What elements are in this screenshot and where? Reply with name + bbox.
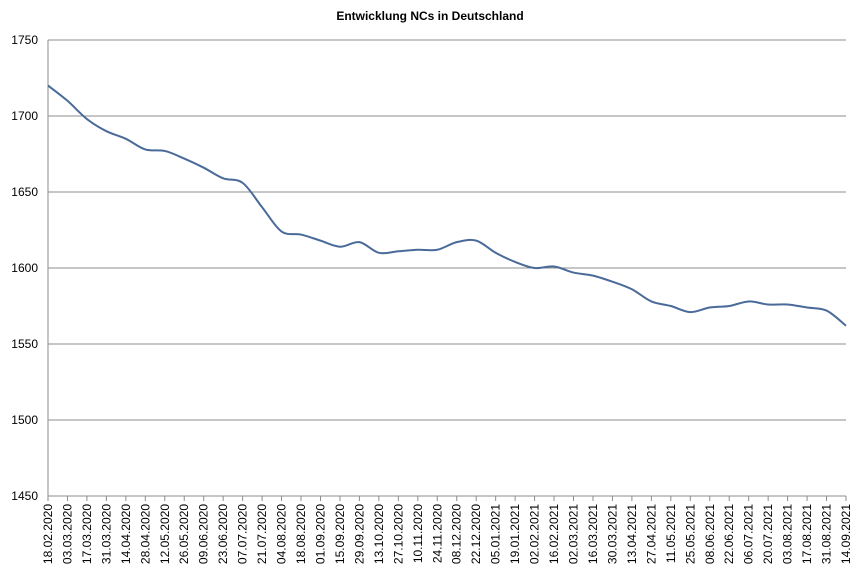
x-tick-label: 14.09.2021	[839, 504, 853, 564]
x-tick-label: 01.09.2020	[313, 504, 327, 564]
x-tick-label: 16.03.2021	[586, 504, 600, 564]
x-tick-label: 29.09.2020	[352, 504, 366, 564]
x-tick-label: 22.06.2021	[722, 504, 736, 564]
chart-title: Entwicklung NCs in Deutschland	[336, 9, 523, 23]
y-tick-label: 1550	[11, 337, 38, 351]
x-tick-label: 31.08.2021	[820, 504, 834, 564]
x-tick-label: 03.08.2021	[781, 504, 795, 564]
x-tick-label: 09.06.2020	[197, 504, 211, 564]
x-tick-label: 18.08.2020	[294, 504, 308, 564]
y-tick-label: 1500	[11, 413, 38, 427]
x-tick-label: 07.07.2020	[236, 504, 250, 564]
x-tick-label: 13.10.2020	[372, 504, 386, 564]
x-tick-label: 11.05.2021	[664, 504, 678, 563]
x-tick-label: 12.05.2020	[158, 504, 172, 564]
x-tick-label: 22.12.2020	[469, 504, 483, 564]
x-tick-label: 25.05.2021	[683, 504, 697, 564]
x-tick-label: 02.03.2021	[567, 504, 581, 564]
y-tick-label: 1750	[11, 33, 38, 47]
x-tick-label: 14.04.2020	[119, 504, 133, 564]
x-tick-label: 27.10.2020	[391, 504, 405, 564]
x-tick-label: 31.03.2020	[99, 504, 113, 564]
line-series	[47, 84, 847, 327]
x-tick-label: 17.08.2021	[800, 504, 814, 564]
x-tick-label: 04.08.2020	[275, 504, 289, 564]
x-tick-label: 06.07.2021	[742, 504, 756, 564]
x-tick-label: 26.05.2020	[177, 504, 191, 564]
x-tick-label: 03.03.2020	[60, 504, 74, 564]
x-tick-label: 13.04.2021	[625, 504, 639, 564]
y-tick-label: 1650	[11, 185, 38, 199]
x-tick-label: 08.06.2021	[703, 504, 717, 564]
x-tick-label: 20.07.2021	[761, 504, 775, 564]
x-tick-label: 24.11.2020	[430, 504, 444, 563]
x-tick-label: 16.02.2021	[547, 504, 561, 564]
x-tick-label: 08.12.2020	[450, 504, 464, 564]
x-tick-label: 19.01.2021	[508, 504, 522, 564]
x-tick-label: 05.01.2021	[489, 504, 503, 564]
x-tick-label: 02.02.2021	[528, 504, 542, 564]
y-tick-label: 1700	[11, 109, 38, 123]
y-tick-label: 1600	[11, 261, 38, 275]
x-tick-label: 27.04.2021	[644, 504, 658, 564]
x-tick-label: 15.09.2020	[333, 504, 347, 564]
x-tick-label: 10.11.2020	[411, 504, 425, 563]
x-tick-label: 28.04.2020	[138, 504, 152, 564]
x-tick-label: 30.03.2021	[605, 504, 619, 564]
x-tick-label: 17.03.2020	[80, 504, 94, 564]
y-tick-label: 1450	[11, 489, 38, 503]
x-tick-label: 21.07.2020	[255, 504, 269, 564]
x-tick-label: 18.02.2020	[41, 504, 55, 564]
x-tick-label: 23.06.2020	[216, 504, 230, 564]
